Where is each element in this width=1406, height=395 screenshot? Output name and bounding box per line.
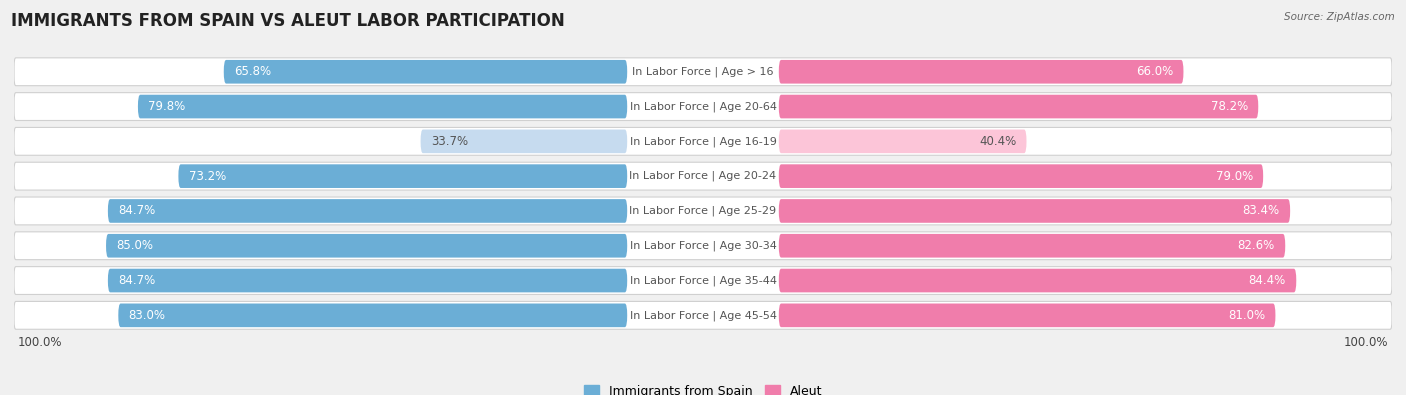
Text: Source: ZipAtlas.com: Source: ZipAtlas.com (1284, 12, 1395, 22)
Text: 84.7%: 84.7% (118, 274, 156, 287)
FancyBboxPatch shape (14, 58, 1392, 86)
FancyBboxPatch shape (779, 95, 1258, 118)
Text: 82.6%: 82.6% (1237, 239, 1275, 252)
Text: 84.4%: 84.4% (1249, 274, 1286, 287)
FancyBboxPatch shape (14, 128, 1392, 155)
Text: 40.4%: 40.4% (979, 135, 1017, 148)
Text: In Labor Force | Age 20-64: In Labor Force | Age 20-64 (630, 101, 776, 112)
FancyBboxPatch shape (14, 301, 1392, 329)
Legend: Immigrants from Spain, Aleut: Immigrants from Spain, Aleut (583, 385, 823, 395)
Text: In Labor Force | Age > 16: In Labor Force | Age > 16 (633, 66, 773, 77)
FancyBboxPatch shape (779, 234, 1285, 258)
FancyBboxPatch shape (14, 197, 1392, 225)
Text: In Labor Force | Age 20-24: In Labor Force | Age 20-24 (630, 171, 776, 181)
FancyBboxPatch shape (779, 303, 1275, 327)
FancyBboxPatch shape (118, 303, 627, 327)
FancyBboxPatch shape (105, 234, 627, 258)
FancyBboxPatch shape (779, 130, 1026, 153)
Text: 66.0%: 66.0% (1136, 65, 1173, 78)
Text: IMMIGRANTS FROM SPAIN VS ALEUT LABOR PARTICIPATION: IMMIGRANTS FROM SPAIN VS ALEUT LABOR PAR… (11, 12, 565, 30)
Text: 100.0%: 100.0% (1344, 335, 1389, 348)
FancyBboxPatch shape (14, 232, 1392, 260)
Text: In Labor Force | Age 25-29: In Labor Force | Age 25-29 (630, 206, 776, 216)
Text: 65.8%: 65.8% (233, 65, 271, 78)
Text: In Labor Force | Age 35-44: In Labor Force | Age 35-44 (630, 275, 776, 286)
FancyBboxPatch shape (14, 162, 1392, 190)
Text: 73.2%: 73.2% (188, 169, 226, 182)
Text: 85.0%: 85.0% (117, 239, 153, 252)
FancyBboxPatch shape (779, 164, 1263, 188)
Text: 79.0%: 79.0% (1216, 169, 1253, 182)
FancyBboxPatch shape (224, 60, 627, 84)
Text: 33.7%: 33.7% (430, 135, 468, 148)
FancyBboxPatch shape (179, 164, 627, 188)
Text: 78.2%: 78.2% (1211, 100, 1249, 113)
Text: 83.0%: 83.0% (128, 309, 166, 322)
FancyBboxPatch shape (138, 95, 627, 118)
FancyBboxPatch shape (420, 130, 627, 153)
Text: 83.4%: 83.4% (1243, 205, 1279, 218)
FancyBboxPatch shape (108, 199, 627, 223)
Text: In Labor Force | Age 30-34: In Labor Force | Age 30-34 (630, 241, 776, 251)
FancyBboxPatch shape (779, 60, 1184, 84)
FancyBboxPatch shape (14, 93, 1392, 120)
Text: In Labor Force | Age 16-19: In Labor Force | Age 16-19 (630, 136, 776, 147)
FancyBboxPatch shape (779, 199, 1291, 223)
Text: In Labor Force | Age 45-54: In Labor Force | Age 45-54 (630, 310, 776, 321)
FancyBboxPatch shape (108, 269, 627, 292)
Text: 81.0%: 81.0% (1227, 309, 1265, 322)
Text: 79.8%: 79.8% (148, 100, 186, 113)
Text: 84.7%: 84.7% (118, 205, 156, 218)
FancyBboxPatch shape (14, 267, 1392, 294)
FancyBboxPatch shape (779, 269, 1296, 292)
Text: 100.0%: 100.0% (17, 335, 62, 348)
